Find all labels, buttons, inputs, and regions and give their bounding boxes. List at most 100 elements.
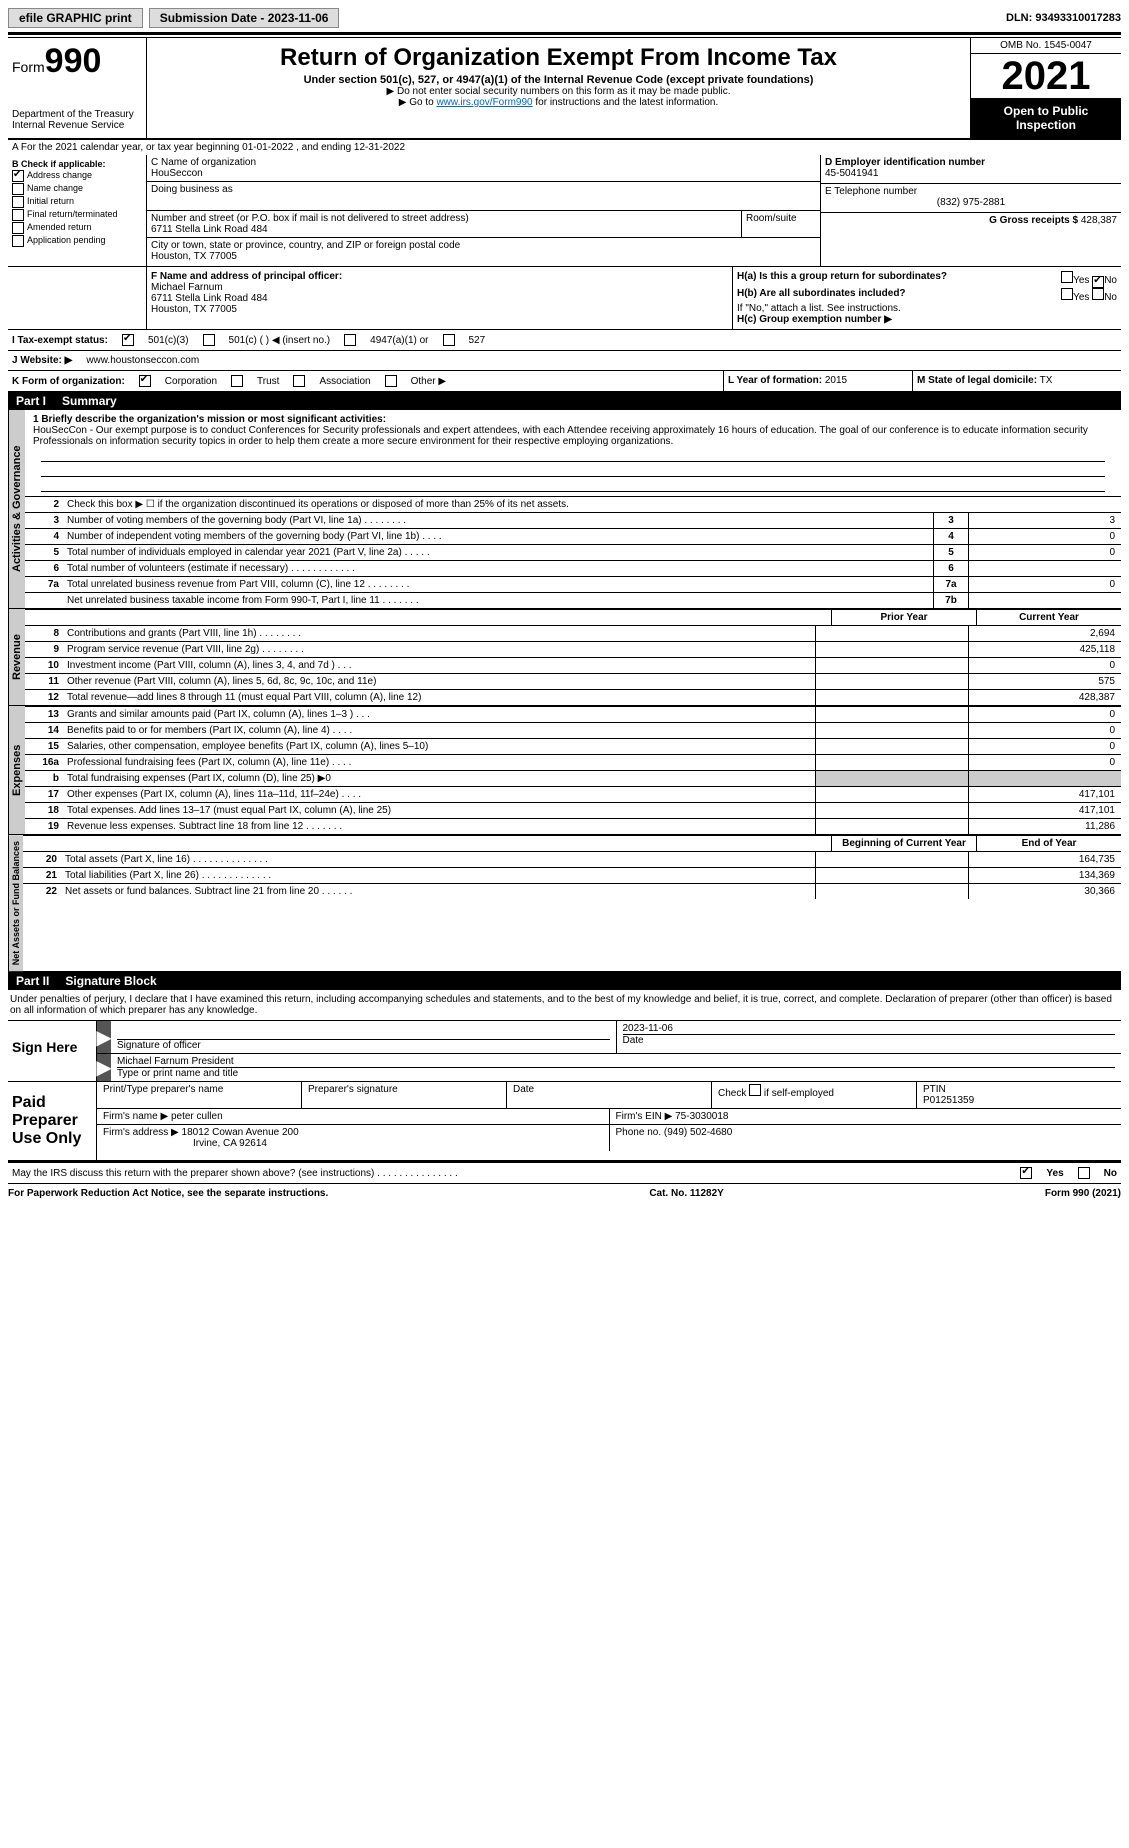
table-row: 10 Investment income (Part VIII, column … [25, 657, 1121, 673]
line-text: Revenue less expenses. Subtract line 18 … [63, 819, 815, 834]
line-number: 20 [23, 852, 61, 867]
checkbox-initial-return[interactable] [12, 196, 24, 208]
line-number: 17 [25, 787, 63, 802]
line-number: 4 [25, 529, 63, 544]
opt-4947: 4947(a)(1) or [370, 335, 428, 346]
officer-name: Michael Farnum [151, 282, 223, 293]
line-value: 3 [968, 513, 1121, 528]
tax-year: 2021 [971, 54, 1121, 98]
checkbox-self-employed[interactable] [749, 1084, 761, 1096]
revenue-block: Revenue Prior YearCurrent Year 8 Contrib… [8, 609, 1121, 706]
phone-label: Phone no. [616, 1127, 662, 1138]
line-text: Other expenses (Part IX, column (A), lin… [63, 787, 815, 802]
hb-label: H(b) Are all subordinates included? [737, 288, 906, 299]
checkbox-discuss-yes[interactable] [1020, 1167, 1032, 1179]
line-box: 5 [933, 545, 968, 560]
checkbox-discuss-no[interactable] [1078, 1167, 1090, 1179]
checkbox-ha-no[interactable] [1092, 276, 1104, 288]
prior-year-value [815, 868, 968, 883]
checkbox-hb-yes[interactable] [1061, 288, 1073, 300]
checkbox-name-change[interactable] [12, 183, 24, 195]
prior-year-value [815, 803, 968, 818]
dln-label: DLN: 93493310017283 [1006, 12, 1121, 24]
discuss-row: May the IRS discuss this return with the… [8, 1161, 1121, 1184]
form-title: Return of Organization Exempt From Incom… [155, 44, 962, 72]
firm-name-label: Firm's name ▶ [103, 1111, 168, 1122]
checkbox-corporation[interactable] [139, 375, 151, 387]
checkbox-hb-no[interactable] [1092, 288, 1104, 300]
dept-label: Department of the Treasury [12, 109, 142, 120]
line-number: 14 [25, 723, 63, 738]
paid-preparer-label: Paid Preparer Use Only [8, 1082, 97, 1160]
sign-here-label: Sign Here [8, 1021, 97, 1081]
line-text: Benefits paid to or for members (Part IX… [63, 723, 815, 738]
footer-mid: Cat. No. 11282Y [649, 1188, 723, 1199]
checkbox-ha-yes[interactable] [1061, 271, 1073, 283]
table-row: 7a Total unrelated business revenue from… [25, 576, 1121, 592]
submission-date-badge: Submission Date - 2023-11-06 [149, 8, 340, 28]
line-number: 11 [25, 674, 63, 689]
table-row: b Total fundraising expenses (Part IX, c… [25, 770, 1121, 786]
table-row: 8 Contributions and grants (Part VIII, l… [25, 625, 1121, 641]
discuss-yes: Yes [1046, 1168, 1063, 1179]
line2-text: Check this box ▶ ☐ if the organization d… [63, 497, 1121, 512]
table-row: 4 Number of independent voting members o… [25, 528, 1121, 544]
line-value [968, 561, 1121, 576]
firm-addr-label: Firm's address ▶ [103, 1127, 179, 1138]
line-text: Net assets or fund balances. Subtract li… [61, 884, 815, 899]
box-d-label: D Employer identification number [825, 157, 985, 168]
checkbox-trust[interactable] [231, 375, 243, 387]
current-year-value: 0 [968, 755, 1121, 770]
opt-501c3: 501(c)(3) [148, 335, 189, 346]
line-number: 22 [23, 884, 61, 899]
box-b: B Check if applicable: Address change Na… [8, 155, 147, 266]
signature-date: 2023-11-06 [623, 1023, 1116, 1034]
part1-num: Part I [16, 394, 46, 408]
table-row: 18 Total expenses. Add lines 13–17 (must… [25, 802, 1121, 818]
arrow-icon: ▶ [97, 1054, 111, 1081]
hb-yes: Yes [1073, 292, 1089, 303]
form-number: 990 [45, 42, 102, 80]
checkbox-501c3[interactable] [122, 334, 134, 346]
current-year-value: 417,101 [968, 787, 1121, 802]
current-year-value: 30,366 [968, 884, 1121, 899]
chk-label: Application pending [27, 235, 106, 245]
chk-label: Amended return [27, 222, 92, 232]
checkbox-other[interactable] [385, 375, 397, 387]
preparer-sig-header: Preparer's signature [302, 1082, 507, 1108]
firm-addr2: Irvine, CA 92614 [193, 1138, 267, 1149]
chk-label: Name change [27, 183, 83, 193]
vtab-expenses: Expenses [8, 706, 25, 834]
box-l-label: L Year of formation: [728, 375, 822, 386]
checkbox-527[interactable] [443, 334, 455, 346]
line-text: Contributions and grants (Part VIII, lin… [63, 626, 815, 641]
instructions-link[interactable]: www.irs.gov/Form990 [436, 97, 532, 108]
ptin-label: PTIN [923, 1084, 1115, 1095]
hb-note: If "No," attach a list. See instructions… [737, 303, 1117, 314]
line-text: Net unrelated business taxable income fr… [63, 593, 933, 608]
table-row: 15 Salaries, other compensation, employe… [25, 738, 1121, 754]
checkbox-4947[interactable] [344, 334, 356, 346]
current-year-value: 575 [968, 674, 1121, 689]
line-text: Total expenses. Add lines 13–17 (must eq… [63, 803, 815, 818]
prior-year-value [815, 852, 968, 867]
vtab-governance: Activities & Governance [8, 410, 25, 608]
line-text: Total liabilities (Part X, line 26) . . … [61, 868, 815, 883]
table-row: 22 Net assets or fund balances. Subtract… [23, 883, 1121, 899]
checkbox-address-change[interactable] [12, 170, 24, 182]
line-number: 3 [25, 513, 63, 528]
checkbox-association[interactable] [293, 375, 305, 387]
line-text: Other revenue (Part VIII, column (A), li… [63, 674, 815, 689]
year-formation: 2015 [825, 375, 847, 386]
checkbox-amended[interactable] [12, 222, 24, 234]
opt-other: Other ▶ [411, 376, 446, 387]
part2-header: Part II Signature Block [8, 972, 1121, 990]
checkbox-application-pending[interactable] [12, 235, 24, 247]
checkbox-final-return[interactable] [12, 209, 24, 221]
checkbox-501c[interactable] [203, 334, 215, 346]
line-number: 19 [25, 819, 63, 834]
opt-trust: Trust [257, 376, 279, 387]
website-row: J Website: ▶ www.houstonseccon.com [8, 351, 1121, 371]
chk-label: Address change [27, 170, 92, 180]
part1-title: Summary [62, 394, 117, 408]
